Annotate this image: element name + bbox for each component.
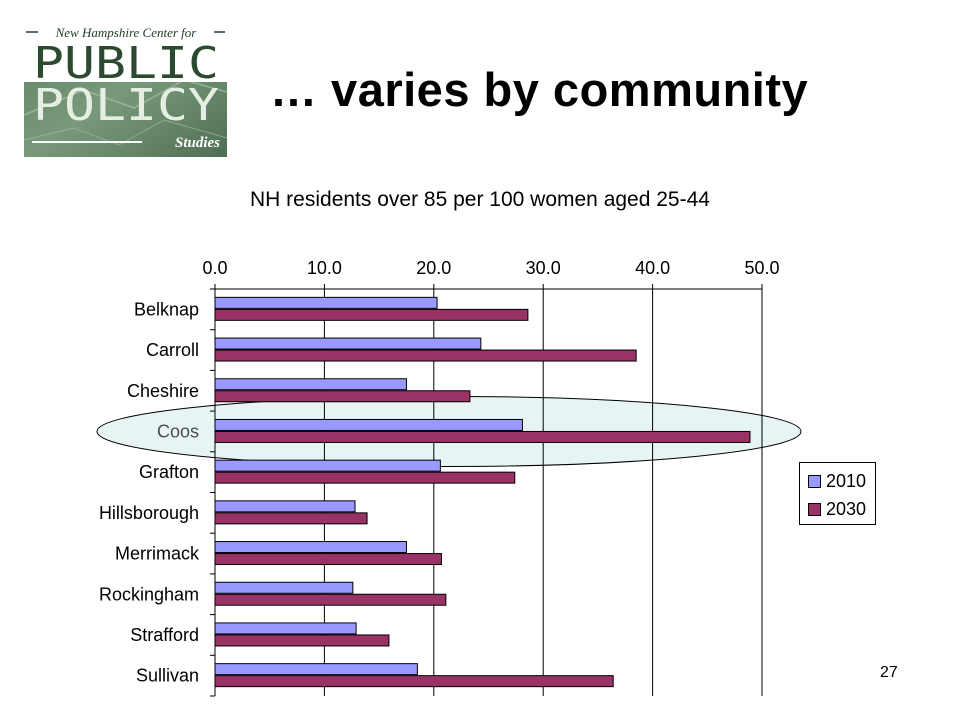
bar-2010-belknap <box>214 296 438 309</box>
category-label: Hillsborough <box>99 503 199 523</box>
bar-2010-rockingham <box>214 581 354 594</box>
legend-item-2010: 2010 <box>808 471 866 492</box>
bar-2030-rockingham <box>214 593 447 606</box>
category-label: Strafford <box>130 625 199 645</box>
x-tick-label: 0.0 <box>202 258 227 278</box>
bar-2010-carroll <box>214 337 482 350</box>
bar-2030-cheshire <box>214 390 471 403</box>
bar-2030-hillsborough <box>214 512 368 525</box>
bar-2010-grafton <box>214 459 441 472</box>
bar-2010-cheshire <box>214 378 407 391</box>
public-policy-logo: New Hampshire Center for PUBLIC POLICY S… <box>24 20 227 157</box>
bar-2010-sullivan <box>214 663 418 676</box>
logo-line-3: POLICY <box>33 80 219 131</box>
category-label: Rockingham <box>99 584 199 604</box>
x-tick-label: 10.0 <box>307 258 342 278</box>
logo-line-1: New Hampshire Center for <box>55 25 198 40</box>
legend-swatch-2010 <box>808 475 821 488</box>
x-tick-label: 50.0 <box>744 258 779 278</box>
logo-line-4: Studies <box>175 135 220 151</box>
x-tick-label: 40.0 <box>635 258 670 278</box>
legend-label-2010: 2010 <box>826 471 867 491</box>
chart-legend: 2010 2030 <box>799 462 876 525</box>
bar-2030-carroll <box>214 349 637 362</box>
bar-2030-coos <box>214 430 751 443</box>
slide-title: … varies by community <box>270 63 809 116</box>
bar-2010-coos <box>214 418 523 431</box>
category-label: Belknap <box>134 299 199 319</box>
legend-swatch-2030 <box>808 503 821 516</box>
chart-title: NH residents over 85 per 100 women aged … <box>250 188 710 211</box>
bar-2030-sullivan <box>214 675 614 688</box>
bar-2030-strafford <box>214 634 390 647</box>
category-label: Carroll <box>146 340 199 360</box>
x-tick-label: 20.0 <box>416 258 451 278</box>
x-tick-label: 30.0 <box>526 258 561 278</box>
category-label: Cheshire <box>127 381 199 401</box>
category-label: Coos <box>157 421 199 441</box>
bar-2030-merrimack <box>214 553 442 566</box>
bar-2030-grafton <box>214 471 516 484</box>
bar-2010-hillsborough <box>214 500 356 513</box>
bar-2010-strafford <box>214 622 357 635</box>
page-number: 27 <box>880 664 898 681</box>
category-label: Grafton <box>139 462 199 482</box>
bar-2010-merrimack <box>214 541 407 554</box>
category-label: Sullivan <box>136 666 199 686</box>
legend-label-2030: 2030 <box>826 499 867 519</box>
bar-2030-belknap <box>214 308 529 321</box>
category-label: Merrimack <box>115 544 200 564</box>
logo-line-2: PUBLIC <box>33 38 219 89</box>
legend-item-2030: 2030 <box>808 499 866 520</box>
